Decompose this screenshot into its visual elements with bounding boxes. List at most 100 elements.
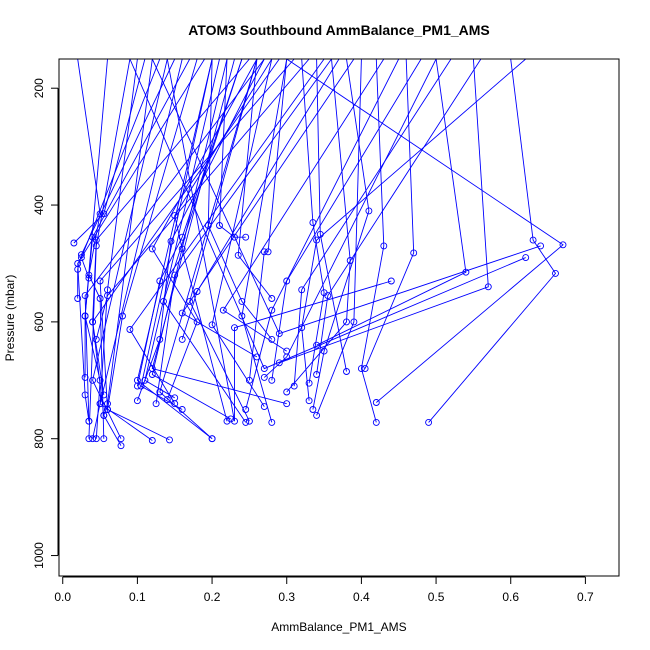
data-point: [343, 368, 350, 375]
data-point: [242, 406, 250, 413]
profile-line: [248, 59, 288, 381]
x-axis: 0.0 0.1 0.2 0.3 0.4 0.5 0.6 0.7: [54, 576, 594, 604]
data-point: [313, 411, 321, 419]
data-point: [208, 435, 216, 443]
profile-line: [95, 59, 310, 340]
data-point: [148, 245, 156, 253]
data-point: [74, 260, 82, 267]
profile-line: [92, 59, 250, 395]
data-point: [219, 306, 227, 314]
x-tick-label: 0.0: [54, 590, 71, 604]
x-tick-label: 0.7: [577, 590, 594, 604]
data-point: [133, 397, 141, 405]
plot-area: [70, 59, 567, 450]
profile-line: [245, 59, 400, 410]
data-point: [313, 236, 321, 244]
data-point: [171, 394, 179, 402]
data-point: [522, 254, 530, 262]
data-point: [268, 295, 276, 302]
data-point: [484, 283, 492, 291]
data-point: [167, 237, 175, 245]
data-point: [186, 297, 194, 305]
data-point: [100, 435, 108, 443]
profile-line: [77, 59, 176, 299]
profile-line: [222, 59, 385, 352]
x-tick-label: 0.2: [204, 590, 221, 604]
data-point: [178, 245, 186, 253]
profile-line: [107, 59, 198, 441]
data-point: [81, 292, 89, 300]
data-point: [245, 376, 253, 384]
data-point: [260, 373, 268, 381]
y-axis: 200 400 600 800 1000: [32, 78, 59, 569]
profile-line: [286, 59, 351, 393]
profile-line: [181, 59, 355, 358]
data-point: [92, 236, 100, 244]
data-point: [208, 321, 216, 329]
data-point: [193, 318, 201, 326]
data-point: [104, 292, 111, 300]
profile-line: [103, 59, 153, 446]
data-point: [372, 399, 380, 406]
data-point: [305, 379, 313, 387]
profile-line: [151, 59, 258, 400]
data-point: [260, 365, 268, 373]
data-point: [264, 248, 272, 256]
profile-line: [271, 59, 422, 381]
data-point: [275, 359, 283, 367]
profile-line: [263, 59, 437, 378]
plot-frame: [58, 58, 620, 577]
data-point: [309, 406, 317, 413]
profile-line: [301, 59, 325, 384]
data-point: [242, 418, 250, 426]
y-tick-label: 800: [32, 428, 46, 448]
profile-line: [286, 59, 564, 403]
profile-line: [84, 59, 265, 422]
profile-line: [99, 59, 183, 441]
profile-line: [237, 59, 273, 299]
data-point: [156, 335, 164, 343]
data-point: [148, 365, 156, 373]
profile-line: [144, 59, 220, 399]
data-point: [74, 295, 82, 302]
data-point: [365, 207, 373, 215]
data-point: [283, 400, 291, 408]
data-point: [193, 288, 201, 295]
data-point: [529, 236, 537, 244]
data-point: [137, 382, 145, 390]
data-point: [89, 435, 97, 443]
data-point: [100, 411, 108, 419]
data-point: [85, 417, 93, 425]
chart-title: ATOM3 Southbound AmmBalance_PM1_AMS: [188, 22, 490, 38]
profile-line: [207, 59, 273, 340]
data-point: [96, 277, 104, 285]
data-point: [324, 292, 332, 300]
profile-line: [77, 59, 205, 422]
data-point: [178, 335, 186, 343]
x-tick-label: 0.3: [278, 590, 295, 604]
profile-line: [159, 59, 258, 440]
x-tick-label: 0.4: [353, 590, 370, 604]
profile-line: [136, 59, 243, 387]
profile-line: [166, 59, 392, 422]
data-point: [559, 241, 567, 249]
profile-line: [181, 59, 340, 340]
data-point: [320, 347, 328, 355]
profile-line: [84, 59, 191, 378]
data-point: [89, 376, 97, 384]
data-point: [148, 437, 156, 444]
data-point: [133, 382, 141, 390]
data-point: [178, 233, 186, 241]
data-point: [85, 435, 93, 443]
data-point: [81, 312, 89, 320]
data-point: [231, 233, 238, 241]
profile-line: [99, 59, 295, 410]
data-point: [380, 242, 388, 250]
data-point: [298, 324, 306, 332]
profile-line: [316, 59, 482, 375]
profile-line: [140, 59, 213, 410]
profile-line: [312, 59, 370, 410]
data-point: [92, 435, 100, 443]
profile-line: [316, 59, 347, 372]
data-point: [268, 376, 276, 384]
